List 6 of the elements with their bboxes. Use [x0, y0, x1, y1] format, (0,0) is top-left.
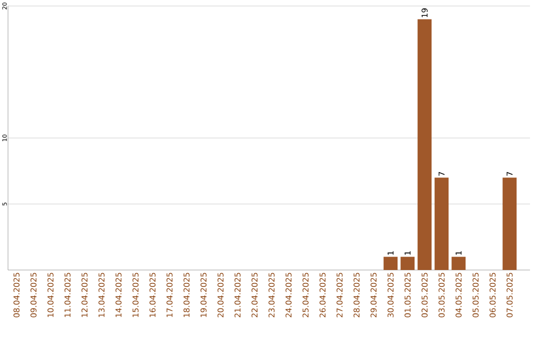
bar [384, 256, 398, 270]
bar [452, 256, 466, 270]
bar [418, 19, 432, 270]
bar [502, 178, 517, 270]
bar [400, 256, 415, 270]
bar [434, 178, 449, 270]
